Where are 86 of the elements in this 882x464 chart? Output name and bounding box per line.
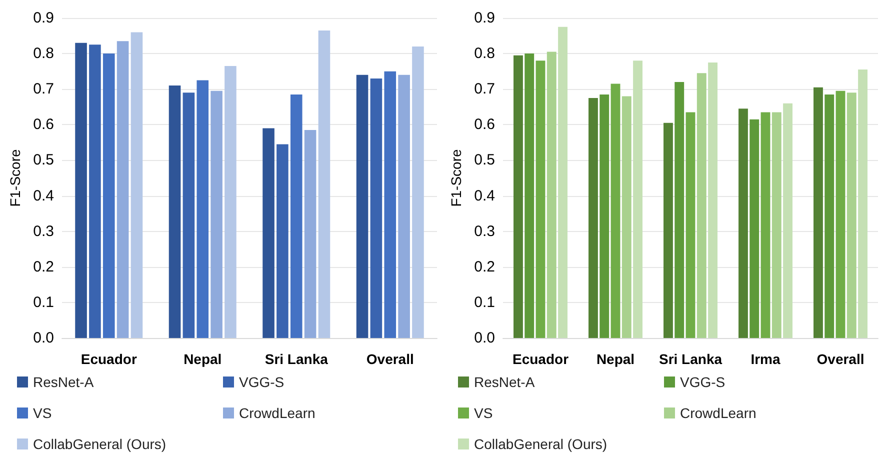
legend-label: CrowdLearn xyxy=(239,405,316,421)
bar xyxy=(622,96,632,338)
y-axis-title: F1-Score xyxy=(7,149,23,207)
bar xyxy=(276,144,288,338)
bar xyxy=(89,44,101,338)
legend-label: VGG-S xyxy=(680,374,726,390)
x-tick-label: Irma xyxy=(750,351,780,367)
bar xyxy=(384,71,396,338)
legend-label: CollabGeneral (Ours) xyxy=(474,436,608,452)
bar xyxy=(224,66,236,338)
x-tick-label: Ecuador xyxy=(80,351,138,367)
y-tick-label: 0.0 xyxy=(474,330,495,346)
bar xyxy=(858,70,868,338)
y-tick-label: 0.6 xyxy=(474,116,495,134)
bar xyxy=(772,112,782,338)
bar xyxy=(750,119,760,338)
bar xyxy=(102,54,115,338)
bar xyxy=(182,92,195,338)
legend-label: ResNet-A xyxy=(474,374,536,390)
y-tick-label: 0.9 xyxy=(474,10,495,26)
legend-label: CollabGeneral (Ours) xyxy=(33,436,166,452)
bar xyxy=(686,112,696,338)
x-tick-label: Nepal xyxy=(184,351,222,367)
y-tick-label: 0.3 xyxy=(474,222,495,240)
bar xyxy=(600,94,610,338)
bar xyxy=(370,78,382,338)
legend-label: CrowdLearn xyxy=(680,405,756,421)
bar xyxy=(846,92,856,338)
y-tick-label: 0.6 xyxy=(33,116,54,134)
bar xyxy=(304,130,316,338)
y-tick-label: 0.9 xyxy=(33,10,54,26)
bar xyxy=(664,122,673,338)
bar xyxy=(708,62,718,338)
bar xyxy=(356,74,368,338)
bar xyxy=(696,73,706,338)
x-tick-label: Ecuador xyxy=(512,351,570,367)
y-tick-label: 0.4 xyxy=(33,187,54,204)
bar xyxy=(588,98,598,338)
legend-label: VGG-S xyxy=(239,374,284,390)
bar xyxy=(610,84,620,338)
y-tick-label: 0.2 xyxy=(33,258,54,276)
y-tick-label: 0.4 xyxy=(474,187,495,204)
bar xyxy=(318,30,330,338)
x-tick-label: Overall xyxy=(816,351,864,367)
y-tick-label: 0.5 xyxy=(33,152,54,169)
y-tick-label: 0.1 xyxy=(33,294,54,311)
x-tick-label: Sri Lanka xyxy=(264,351,328,367)
bar xyxy=(398,74,410,338)
y-tick-label: 0.0 xyxy=(33,330,54,346)
y-tick-label: 0.8 xyxy=(474,45,495,62)
bar xyxy=(412,46,424,338)
y-tick-label: 0.1 xyxy=(474,294,495,311)
y-tick-label: 0.2 xyxy=(474,258,495,276)
legend-label: VS xyxy=(474,405,493,421)
legend-label: ResNet-A xyxy=(33,374,94,390)
bar xyxy=(514,55,523,338)
bar xyxy=(546,52,556,338)
bar xyxy=(524,54,534,338)
bar xyxy=(116,41,129,338)
bar xyxy=(633,60,642,338)
x-tick-label: Nepal xyxy=(596,351,635,367)
x-tick-label: Sri Lanka xyxy=(658,351,722,367)
legend-label: VS xyxy=(33,405,52,421)
bar xyxy=(75,42,87,338)
bar xyxy=(536,60,546,338)
bar xyxy=(738,108,748,338)
y-tick-label: 0.7 xyxy=(33,80,54,98)
y-axis-title: F1-Score xyxy=(448,149,464,207)
bar xyxy=(760,112,770,338)
y-tick-label: 0.5 xyxy=(474,152,495,169)
bar xyxy=(814,87,823,338)
bar xyxy=(836,90,846,338)
y-tick-label: 0.8 xyxy=(33,45,54,62)
x-tick-label: Overall xyxy=(366,351,414,367)
y-tick-label: 0.3 xyxy=(33,222,54,240)
y-tick-label: 0.7 xyxy=(474,80,495,98)
bar xyxy=(783,103,792,338)
bar xyxy=(290,94,302,338)
bar xyxy=(210,90,222,338)
bar xyxy=(674,82,684,338)
bar xyxy=(168,86,181,338)
bar xyxy=(824,94,834,338)
bar xyxy=(558,26,568,338)
bar xyxy=(196,80,209,338)
bar xyxy=(262,128,274,338)
bar xyxy=(130,32,143,338)
